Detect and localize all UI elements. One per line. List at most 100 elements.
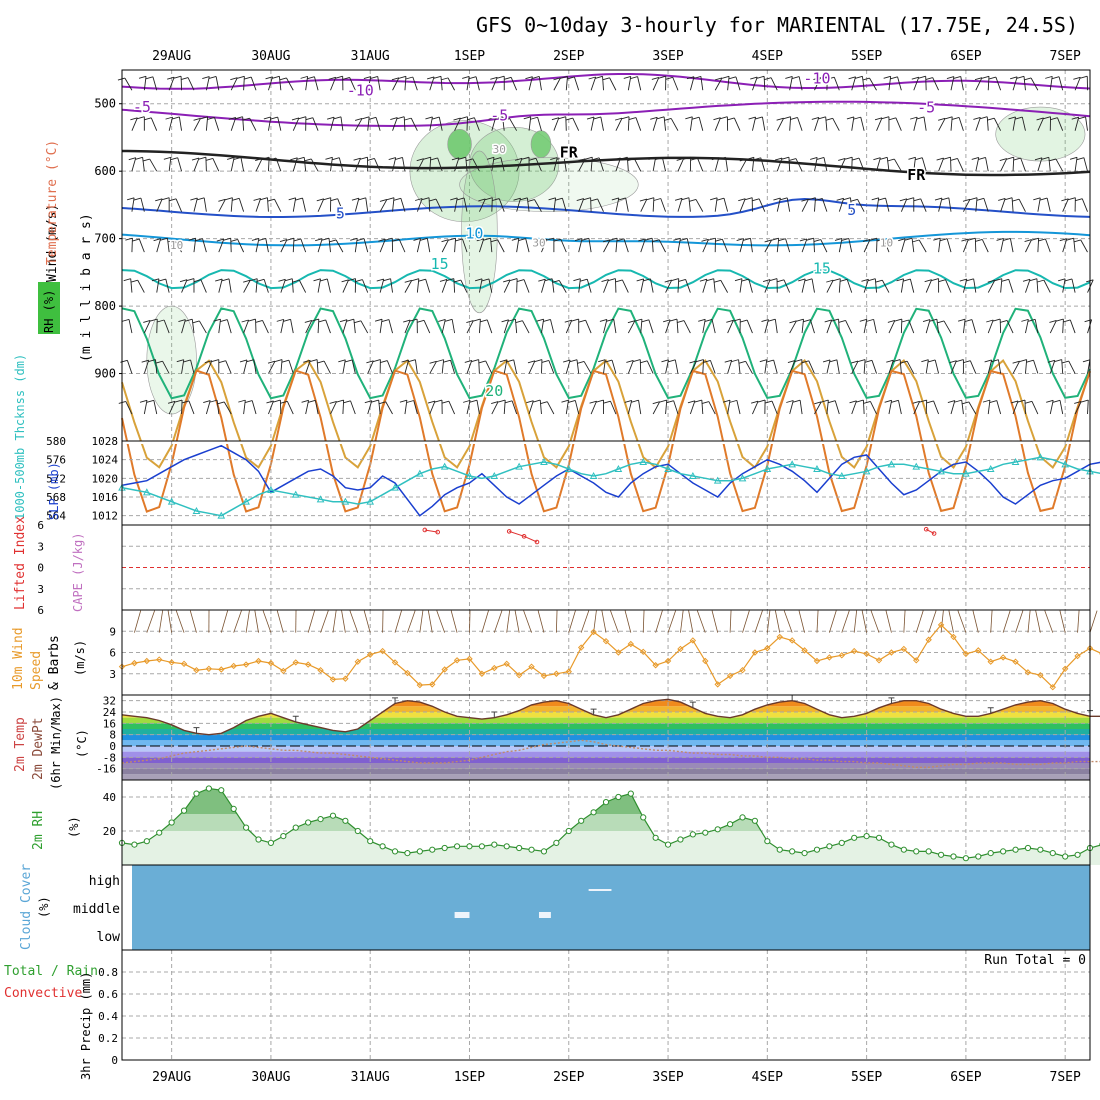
wind-barb bbox=[314, 400, 319, 415]
wind-barb bbox=[454, 117, 461, 131]
wind-barb bbox=[453, 278, 456, 293]
wind-barb-flag bbox=[167, 76, 175, 80]
wind-barb-flag bbox=[915, 157, 923, 161]
wind-barb bbox=[585, 320, 592, 334]
wind-barb-flag bbox=[1041, 156, 1049, 160]
wind-barb-flag bbox=[627, 158, 635, 162]
wind-barb-flag bbox=[663, 319, 671, 323]
wind-barb bbox=[485, 360, 493, 374]
wind-barb-flag bbox=[741, 278, 749, 282]
wind-barb bbox=[450, 360, 456, 374]
wind-barb bbox=[677, 158, 685, 172]
wind-barb bbox=[597, 198, 604, 212]
wind-barb-flag bbox=[120, 359, 128, 363]
wind-barb-flag bbox=[230, 77, 238, 81]
wind-barb bbox=[466, 360, 473, 374]
wind-barb bbox=[725, 157, 729, 172]
wind-barb bbox=[895, 117, 902, 131]
wind-barb-flag bbox=[701, 401, 709, 404]
wind-barb-flag bbox=[746, 156, 755, 160]
wind-barb-flag bbox=[940, 238, 948, 242]
wind-barb-flag bbox=[326, 116, 335, 120]
wind-barb-flag bbox=[680, 238, 688, 241]
wind-barb bbox=[921, 157, 927, 172]
wind-barb-flag bbox=[335, 75, 343, 79]
wind-speed-marker bbox=[255, 657, 262, 665]
wind-barb bbox=[697, 158, 704, 172]
wind-barb bbox=[243, 400, 246, 415]
wind-barb-flag bbox=[891, 399, 899, 403]
wind-barb-flag bbox=[139, 399, 148, 403]
wind-barb bbox=[410, 117, 418, 131]
wind-barb-10m bbox=[493, 610, 503, 633]
wind-barb-flag bbox=[411, 278, 419, 282]
wind-barb bbox=[646, 360, 654, 374]
wind-barb-flag bbox=[721, 75, 730, 79]
wind-barb-flag bbox=[309, 359, 318, 363]
wind-barb-flag bbox=[764, 239, 772, 243]
wind-barb-flag bbox=[628, 117, 637, 120]
wind-barb bbox=[317, 198, 325, 212]
wind-barb bbox=[1025, 319, 1029, 334]
wind-barb-flag bbox=[961, 401, 969, 405]
wind-barb-flag bbox=[595, 75, 603, 79]
thickness-marker bbox=[937, 467, 945, 475]
wind-barb bbox=[826, 319, 833, 334]
wind-barb bbox=[981, 239, 989, 253]
wind-barb-10m bbox=[816, 610, 819, 633]
rh-marker bbox=[429, 846, 436, 853]
wind-barb-flag bbox=[195, 238, 203, 242]
rh-marker bbox=[987, 850, 994, 857]
wind-barb bbox=[379, 199, 388, 212]
temp-color-band bbox=[122, 757, 1090, 763]
wind-barb bbox=[398, 239, 406, 253]
wind-barb-flag bbox=[268, 157, 277, 161]
wind-barb bbox=[205, 360, 213, 374]
wind-barb-flag bbox=[738, 360, 746, 364]
wind-barb-flag bbox=[794, 359, 802, 362]
wind-barb-flag bbox=[704, 318, 713, 322]
wind-barb bbox=[193, 197, 198, 212]
wind-barb bbox=[516, 158, 523, 172]
wind-barb bbox=[466, 400, 471, 415]
wind-barb-flag bbox=[471, 359, 479, 362]
wind-barb-flag bbox=[260, 197, 268, 201]
wind-barb bbox=[191, 319, 195, 334]
temp-axis-label-1: 2m Temp bbox=[13, 717, 28, 772]
wind-barb-flag bbox=[859, 318, 867, 322]
wind-barb-flag bbox=[843, 197, 851, 201]
wind-barb-flag bbox=[415, 198, 423, 201]
wind-barb-flag bbox=[703, 359, 711, 363]
wind-barb-flag bbox=[686, 76, 695, 80]
wind-speed-marker bbox=[640, 648, 647, 655]
wind-barb-flag bbox=[1082, 359, 1091, 363]
wind-barb bbox=[375, 117, 381, 131]
wind-barb bbox=[534, 199, 542, 212]
wind-barb bbox=[748, 278, 753, 293]
wind-barb-flag bbox=[163, 156, 171, 160]
wind-barb-flag bbox=[651, 77, 659, 80]
wind-barb-flag bbox=[921, 359, 929, 363]
cloud-gap bbox=[454, 912, 470, 918]
wind-barb-flag bbox=[674, 197, 683, 201]
thickness-marker bbox=[862, 467, 871, 475]
wind-barb-flag bbox=[465, 158, 473, 162]
wind-barb bbox=[305, 360, 311, 374]
wind-barb-flag bbox=[146, 399, 154, 403]
wind-barb bbox=[932, 77, 940, 91]
wind-barb-flag bbox=[687, 400, 696, 404]
wind-barb bbox=[626, 157, 629, 172]
wind-barb-flag bbox=[827, 76, 835, 80]
rh-marker bbox=[205, 785, 212, 792]
wind-barb bbox=[310, 158, 319, 172]
wind-barb bbox=[317, 319, 320, 334]
wind-barb bbox=[1025, 279, 1031, 293]
wind-barb-flag bbox=[862, 77, 870, 81]
wind-barb-flag bbox=[348, 278, 356, 282]
wind-barb-flag bbox=[903, 278, 911, 282]
rh-marker bbox=[540, 848, 548, 855]
wind-barb-flag bbox=[371, 399, 379, 403]
wind-barb bbox=[758, 198, 766, 212]
rh-marker bbox=[280, 833, 287, 840]
wind-barb bbox=[648, 319, 654, 334]
